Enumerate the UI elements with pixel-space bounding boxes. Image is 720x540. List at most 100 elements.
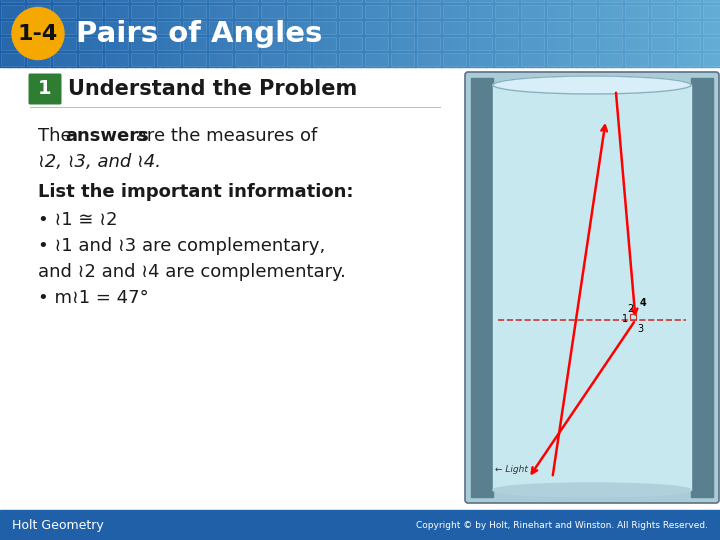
- Bar: [423, 0, 433, 67]
- Bar: [315, 0, 325, 67]
- Bar: [252, 0, 262, 67]
- Bar: [287, 5, 310, 18]
- Bar: [351, 0, 361, 67]
- Bar: [105, 5, 128, 18]
- Bar: [183, 5, 206, 18]
- Bar: [135, 0, 145, 67]
- Bar: [495, 53, 518, 66]
- Bar: [235, 5, 258, 18]
- Bar: [131, 53, 154, 66]
- Bar: [9, 0, 19, 67]
- Text: Pairs of Angles: Pairs of Angles: [76, 19, 323, 48]
- Bar: [469, 37, 492, 50]
- Bar: [1, 37, 24, 50]
- Bar: [625, 53, 648, 66]
- Bar: [391, 37, 414, 50]
- Bar: [365, 21, 388, 34]
- Bar: [450, 0, 460, 67]
- Text: • ≀1 ≅ ≀2: • ≀1 ≅ ≀2: [38, 211, 117, 229]
- Bar: [53, 53, 76, 66]
- Bar: [547, 21, 570, 34]
- Text: • m≀1 = 47°: • m≀1 = 47°: [38, 289, 149, 307]
- Bar: [547, 53, 570, 66]
- Bar: [495, 37, 518, 50]
- Bar: [711, 0, 720, 67]
- Text: answers: answers: [65, 127, 149, 145]
- Bar: [79, 0, 102, 2]
- Bar: [417, 21, 440, 34]
- Text: Understand the Problem: Understand the Problem: [68, 79, 357, 99]
- Bar: [417, 5, 440, 18]
- Bar: [0, 0, 10, 67]
- Bar: [63, 0, 73, 67]
- Bar: [540, 0, 550, 67]
- Bar: [703, 21, 720, 34]
- Bar: [677, 37, 700, 50]
- Bar: [675, 0, 685, 67]
- Bar: [54, 0, 64, 67]
- Bar: [261, 0, 271, 67]
- Text: ≀2, ≀3, and ≀4.: ≀2, ≀3, and ≀4.: [38, 153, 161, 171]
- Bar: [235, 21, 258, 34]
- Bar: [198, 0, 208, 67]
- Bar: [573, 53, 596, 66]
- Bar: [495, 21, 518, 34]
- Bar: [521, 37, 544, 50]
- Bar: [90, 0, 100, 67]
- Bar: [703, 0, 720, 2]
- Bar: [567, 0, 577, 67]
- Bar: [513, 0, 523, 67]
- Bar: [261, 53, 284, 66]
- Circle shape: [12, 8, 64, 59]
- Bar: [261, 37, 284, 50]
- Bar: [261, 0, 284, 2]
- Bar: [53, 0, 76, 2]
- Bar: [531, 0, 541, 67]
- Bar: [651, 37, 674, 50]
- Bar: [183, 53, 206, 66]
- Bar: [297, 0, 307, 67]
- Bar: [443, 5, 466, 18]
- Bar: [108, 0, 118, 67]
- Bar: [1, 5, 24, 18]
- Bar: [157, 37, 180, 50]
- Bar: [339, 0, 362, 2]
- Bar: [558, 0, 568, 67]
- Bar: [189, 0, 199, 67]
- Bar: [599, 0, 622, 2]
- Bar: [387, 0, 397, 67]
- Bar: [209, 21, 232, 34]
- Text: List the important information:: List the important information:: [38, 183, 354, 201]
- Bar: [573, 5, 596, 18]
- Bar: [702, 0, 712, 67]
- Bar: [99, 0, 109, 67]
- Bar: [573, 0, 596, 2]
- Text: 4: 4: [639, 298, 647, 308]
- Bar: [53, 37, 76, 50]
- Bar: [261, 21, 284, 34]
- Bar: [573, 21, 596, 34]
- Bar: [157, 0, 180, 2]
- Bar: [365, 37, 388, 50]
- Bar: [521, 5, 544, 18]
- Bar: [117, 0, 127, 67]
- Bar: [469, 0, 492, 2]
- Bar: [585, 0, 595, 67]
- Bar: [547, 37, 570, 50]
- FancyBboxPatch shape: [465, 72, 719, 503]
- Bar: [459, 0, 469, 67]
- Bar: [651, 21, 674, 34]
- Text: are the measures of: are the measures of: [130, 127, 318, 145]
- Bar: [703, 5, 720, 18]
- Bar: [417, 53, 440, 66]
- FancyBboxPatch shape: [29, 73, 61, 105]
- Bar: [313, 0, 336, 2]
- Bar: [288, 0, 298, 67]
- Bar: [27, 5, 50, 18]
- Bar: [677, 5, 700, 18]
- Bar: [209, 37, 232, 50]
- Bar: [639, 0, 649, 67]
- Bar: [549, 0, 559, 67]
- Bar: [441, 0, 451, 67]
- Bar: [261, 5, 284, 18]
